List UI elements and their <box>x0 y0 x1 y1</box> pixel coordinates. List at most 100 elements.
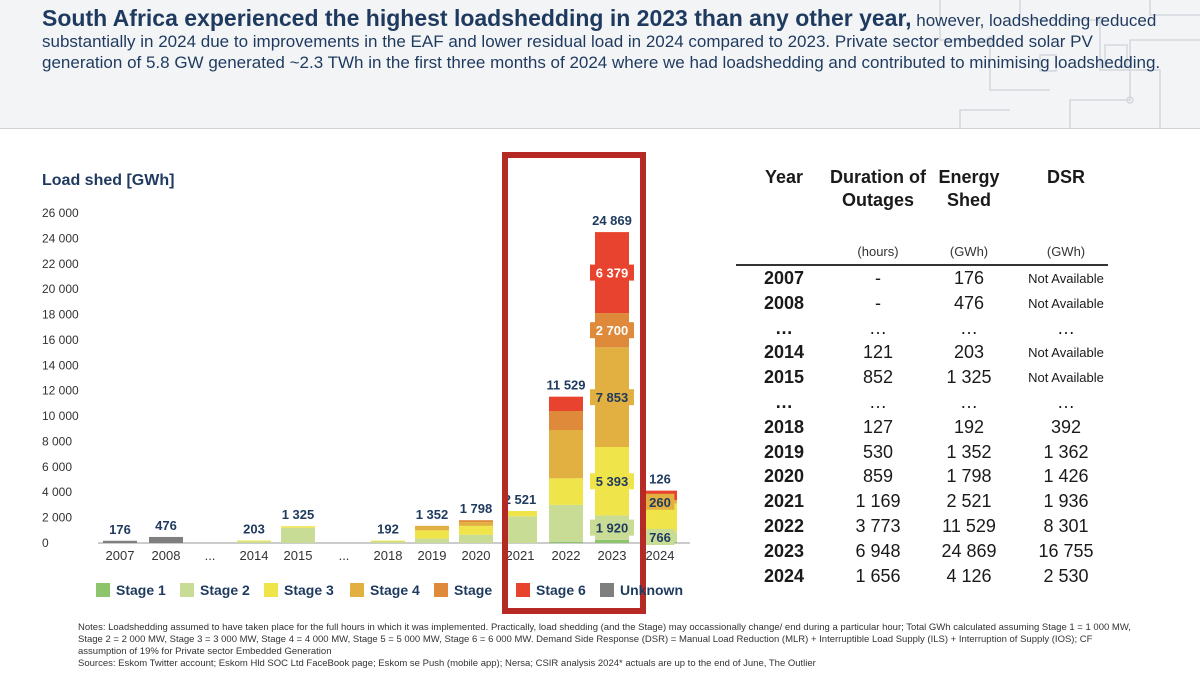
y-tick-label: 14 000 <box>42 358 79 372</box>
table-row: 2015 852 1 325 Not Available <box>736 365 1116 390</box>
bar-segment-2020-stage-4 <box>459 522 493 526</box>
bar-total-label: 2 521 <box>504 492 537 507</box>
load-shed-chart: 0 2 000 4 000 6 000 8 000 10 000 12 000 14 000 1… <box>42 206 690 563</box>
slide-title-rest: however, loadshedding reduced substantia… <box>42 11 1161 72</box>
table-cell-year: 2024 <box>763 565 805 586</box>
bar-segment-label: 766 <box>649 530 671 545</box>
table-cell-dsr: Not Available <box>1028 271 1104 286</box>
table-cell-energy: … <box>960 317 978 338</box>
bar-segment-2014-stage-2 <box>237 541 271 543</box>
col-header-duration: Duration of Outages <box>830 167 926 210</box>
table-cell-year: 2015 <box>763 367 805 388</box>
x-tick-label: ... <box>205 548 216 563</box>
table-cell-dsr: … <box>1057 392 1075 412</box>
table-cell-duration: 127 <box>862 416 894 437</box>
table-row: 2014 121 203 Not Available <box>736 340 1116 365</box>
bar-segment-2022-stage-2 <box>549 504 583 542</box>
bar-segment-2020-stage-5 <box>459 520 493 523</box>
bar-total-label: 1 352 <box>416 507 449 522</box>
bar-total-label: 1 325 <box>282 507 315 522</box>
col-header-dsr: DSR <box>1046 167 1085 187</box>
table-cell-duration: 6 948 <box>855 540 901 561</box>
legend-item: Stage 2 <box>180 582 250 598</box>
circuit-pattern-decoration <box>939 0 1200 128</box>
bar-segment-label: 1 920 <box>596 521 629 536</box>
legend-label: Stage 6 <box>536 582 586 598</box>
chart-legend: Stage 1 Stage 2 Stage 3 Stage 4 Stage Stage 6… <box>96 582 696 602</box>
bar-total-label: 192 <box>377 522 399 537</box>
bar-segment-2015-stage-3 <box>281 526 315 528</box>
table-cell-energy: 176 <box>953 268 985 288</box>
bar-segment-2019-stage-2 <box>415 538 449 543</box>
y-tick-label: 22 000 <box>42 257 79 271</box>
x-tick-label: ... <box>339 548 350 563</box>
notes-text: Notes: Loadshedding assumed to have take… <box>78 622 1131 657</box>
x-tick-label: 2023 <box>598 548 627 563</box>
slide-title-bold: South Africa experienced the highest loa… <box>42 5 912 31</box>
table-cell-energy: 1 352 <box>946 441 992 462</box>
table-cell-energy: 4 126 <box>946 565 992 586</box>
bar-segment-2019-stage-4 <box>415 525 449 531</box>
table-cell-energy: 1 325 <box>946 367 992 388</box>
bar-total-label: 24 869 <box>592 213 632 228</box>
col-header-year: Year <box>764 167 804 187</box>
table-cell-energy: 476 <box>953 292 985 313</box>
y-tick-label: 20 000 <box>42 282 79 296</box>
bar-total-label: 476 <box>155 518 177 533</box>
table-cell-energy: … <box>960 392 978 412</box>
legend-swatch <box>350 583 364 597</box>
legend-label: Stage 4 <box>370 582 420 598</box>
bar-segment-label: 2 700 <box>596 323 629 338</box>
legend-swatch <box>600 583 614 597</box>
table-cell-year: 2022 <box>763 516 805 536</box>
table-row: 2022 3 773 11 529 8 301 <box>736 514 1116 539</box>
table-cell-dsr: 1 936 <box>1043 491 1089 512</box>
table-row: ………… <box>736 390 1116 415</box>
segment-label-bg <box>645 493 675 510</box>
legend-item: Stage 1 <box>96 582 166 598</box>
x-tick-label: 2018 <box>374 548 403 563</box>
bar-segment-2020-stage-3 <box>459 525 493 535</box>
legend-item: Stage 6 <box>516 582 586 598</box>
table-cell-duration: 1 656 <box>855 565 901 586</box>
x-tick-label: 2019 <box>418 548 447 563</box>
bar-segment-2019-stage-3 <box>415 530 449 539</box>
table-cell-year: 2014 <box>763 342 805 363</box>
table-cell-energy: 203 <box>953 342 985 363</box>
x-tick-label: 2020 <box>462 548 491 563</box>
bar-segment-2023-stage-1 <box>595 539 629 543</box>
x-tick-label: 2022 <box>552 548 581 563</box>
table-cell-duration: 1 169 <box>855 491 901 512</box>
bar-segment-2018-stage-3 <box>371 540 405 542</box>
header-band: South Africa experienced the highest loa… <box>0 0 1200 129</box>
y-tick-label: 24 000 <box>42 231 79 245</box>
table-row: 2008 - 476 Not Available <box>736 291 1116 316</box>
table-cell-energy: 192 <box>953 416 985 437</box>
table-cell-duration: 859 <box>862 466 894 487</box>
x-tick-label: 2007 <box>106 548 135 563</box>
legend-label: Unknown <box>620 582 683 598</box>
bar-segment-2021-stage-2 <box>503 516 537 543</box>
legend-item: Stage <box>434 582 492 598</box>
table-cell-duration: 3 773 <box>855 516 901 536</box>
unit-dsr: (GWh) <box>1046 244 1086 259</box>
table-cell-dsr: 392 <box>1050 416 1082 437</box>
table-row: 2024 1 656 4 126 2 530 <box>736 564 1116 589</box>
table-row: 2007 - 176 Not Available <box>736 266 1116 291</box>
bar-segment-label: 260 <box>649 495 671 510</box>
slide-title: South Africa experienced the highest loa… <box>42 5 1162 73</box>
bar-total-label: 11 529 <box>546 378 585 393</box>
table-row: 2021 1 169 2 521 1 936 <box>736 489 1116 514</box>
table-cell-year: … <box>775 392 793 412</box>
table-cell-dsr: 1 362 <box>1043 441 1089 462</box>
y-tick-label: 18 000 <box>42 308 79 322</box>
y-tick-label: 6 000 <box>42 460 72 474</box>
table-cell-dsr: 8 301 <box>1043 516 1089 536</box>
table-cell-duration: 121 <box>862 342 894 363</box>
segment-label-bg <box>645 528 675 545</box>
bar-segment-2022-stage-1 <box>549 541 583 543</box>
table-cell-dsr: 2 530 <box>1043 565 1089 586</box>
bar-segment-2022-stage-4 <box>549 430 583 479</box>
table-cell-year: 2021 <box>763 491 805 512</box>
segment-label-bg <box>590 264 634 281</box>
